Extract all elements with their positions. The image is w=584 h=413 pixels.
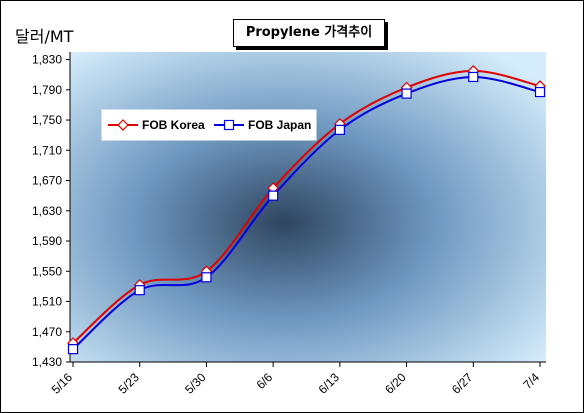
y-tick-label: 1,710	[32, 143, 62, 157]
data-point	[334, 124, 345, 135]
chart-title: Propylene 가격추이	[233, 19, 385, 47]
y-tick-label: 1,470	[32, 325, 62, 339]
data-point	[67, 344, 79, 355]
x-tick-label: 6/20	[382, 370, 409, 397]
x-tick-label: 5/30	[182, 370, 209, 397]
x-tick-label: 6/6	[254, 370, 276, 392]
data-point	[534, 86, 546, 98]
data-point	[268, 190, 279, 201]
y-tick-label: 1,590	[32, 234, 62, 248]
x-tick-label: 6/13	[316, 370, 343, 397]
x-tick-label: 5/16	[49, 370, 76, 397]
data-point	[468, 71, 479, 83]
legend-label: FOB Korea	[142, 118, 205, 132]
plot-area	[70, 52, 546, 362]
data-point	[201, 272, 212, 283]
y-tick-label: 1,830	[32, 53, 62, 67]
y-tick-label: 1,790	[32, 83, 62, 97]
legend-label: FOB Japan	[248, 118, 311, 132]
y-tick-label: 1,630	[32, 204, 62, 218]
x-tick-label: 5/23	[115, 370, 142, 397]
legend-marker	[223, 119, 235, 131]
legend: FOB Korea FOB Japan	[101, 109, 317, 141]
y-tick-label: 1,550	[32, 264, 62, 278]
data-point	[134, 285, 145, 296]
data-point	[401, 88, 412, 99]
y-tick-label: 1,750	[32, 113, 62, 127]
y-tick-label: 1,670	[32, 174, 62, 188]
y-tick-label: 1,430	[32, 355, 62, 369]
y-axis-unit-label: 달러/MT	[15, 27, 74, 46]
y-tick-label: 1,510	[32, 295, 62, 309]
x-tick-label: 6/27	[449, 370, 476, 397]
legend-marker	[117, 119, 129, 131]
series-fob-japan	[67, 71, 546, 355]
x-tick-label: 7/4	[520, 370, 542, 392]
